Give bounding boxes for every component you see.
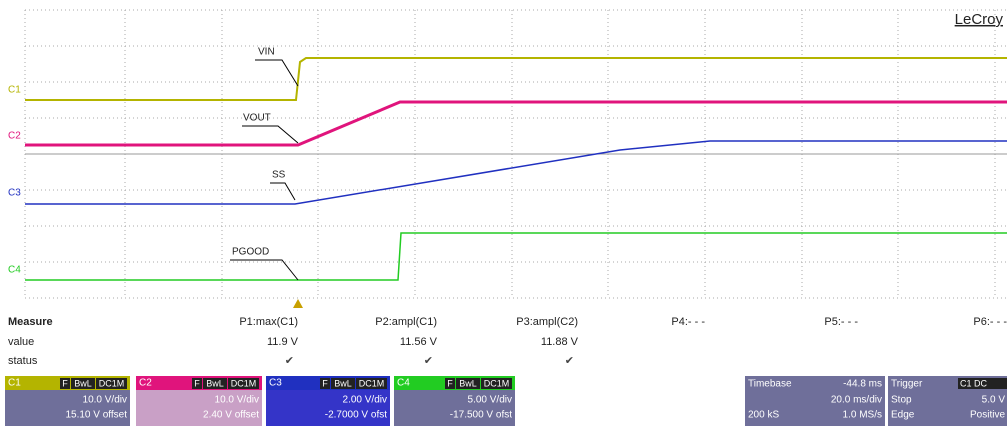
channel-box — [394, 390, 515, 426]
badge — [203, 378, 227, 389]
channel-boxes: C1 DC1M BwL F 10.0 V/div 15.10 V offset C2 DC1M… — [5, 376, 1007, 426]
badge-text: F — [62, 378, 68, 388]
badge — [481, 378, 512, 389]
badge — [60, 378, 70, 389]
badge — [320, 378, 330, 389]
timebase-scale: 20.0 ms/div — [831, 395, 882, 406]
badge — [445, 378, 455, 389]
param-name: P1:max(C1) — [239, 316, 298, 328]
trigger-source: C1 DC — [960, 378, 988, 388]
trace-c1 — [25, 57, 1007, 101]
channel-scale: 5.00 V/div — [468, 395, 512, 406]
badge-text: F — [194, 378, 200, 388]
param-name: P2:ampl(C1) — [375, 316, 437, 328]
trace-c2 — [25, 100, 1007, 147]
channel-offset: 15.10 V offset — [65, 410, 127, 421]
row-label: status — [8, 355, 38, 367]
trace-c3 — [25, 140, 1007, 205]
channel-name: C3 — [269, 378, 282, 389]
channel-offset: 2.40 V offset — [203, 410, 259, 421]
channel-label: C2 — [8, 131, 21, 142]
annotations — [230, 59, 299, 281]
param-name: P5:- - - — [824, 316, 858, 328]
badge-text: BwL — [74, 378, 92, 388]
badge-text: DC1M — [99, 378, 125, 388]
timebase-box — [745, 376, 885, 426]
param-status: ✔ — [285, 355, 294, 367]
param-name: P4:- - - — [671, 316, 705, 328]
channel-name: C4 — [397, 378, 410, 389]
param-value: 11.88 V — [541, 336, 579, 348]
channel-scale: 10.0 V/div — [215, 395, 259, 406]
trigger-mode: Stop — [891, 395, 912, 406]
badge-text: F — [447, 378, 453, 388]
badge — [456, 378, 480, 389]
channel-offset: -17.500 V ofst — [450, 410, 512, 421]
param-status: ✔ — [565, 355, 574, 367]
badge-text: BwL — [459, 378, 477, 388]
grid — [24, 9, 1007, 299]
channel-name: C2 — [139, 378, 152, 389]
badge-text: DC1M — [359, 378, 385, 388]
badge-text: DC1M — [231, 378, 257, 388]
badge — [96, 378, 127, 389]
trigger-slope: Positive — [970, 410, 1005, 421]
channel-name: C1 — [8, 378, 21, 389]
measure-title: Measure — [8, 316, 53, 328]
annotation: PGOOD — [232, 247, 269, 258]
param-name: P6:- - - — [973, 316, 1007, 328]
channel-label: C4 — [8, 265, 21, 276]
trigger-marker — [293, 299, 303, 308]
brand: LeCroy — [955, 11, 1004, 28]
channel-scale: 10.0 V/div — [83, 395, 127, 406]
trigger-level: 5.0 V — [982, 395, 1006, 406]
row-label: value — [8, 336, 34, 348]
trigger-type: Edge — [891, 410, 915, 421]
channel-label: C3 — [8, 188, 21, 199]
badge-text: BwL — [206, 378, 224, 388]
trigger-title: Trigger — [891, 379, 923, 390]
channel-label: C1 — [8, 85, 21, 96]
trigger-src-bg — [958, 378, 1007, 389]
param-value: 11.9 V — [267, 336, 299, 348]
channel-box — [266, 390, 390, 426]
param-value: 11.56 V — [400, 336, 438, 348]
badge — [331, 378, 355, 389]
trace-c4 — [25, 232, 1007, 281]
annotation: SS — [272, 170, 286, 181]
badge-text: F — [322, 378, 328, 388]
measure-table: P1:max(C1) 11.9 V ✔ P2:ampl(C1) 11.56 V ✔ P3:a… — [239, 316, 1007, 367]
badge — [192, 378, 202, 389]
timebase-rate: 1.0 MS/s — [843, 410, 882, 421]
badge — [228, 378, 259, 389]
channel-box — [5, 390, 130, 426]
param-name: P3:ampl(C2) — [516, 316, 578, 328]
badge-text: DC1M — [484, 378, 510, 388]
badge-text: BwL — [334, 378, 352, 388]
channel-offset: -2.7000 V ofst — [325, 410, 387, 421]
timebase-samples: 200 kS — [748, 410, 779, 421]
badge — [356, 378, 387, 389]
timebase-title: Timebase — [748, 379, 792, 390]
annotation: VOUT — [243, 113, 271, 124]
channel-box — [136, 390, 262, 426]
param-status: ✔ — [424, 355, 433, 367]
annotation: VIN — [258, 47, 275, 58]
timebase-delay: -44.8 ms — [843, 379, 882, 390]
badge — [71, 378, 95, 389]
channel-scale: 2.00 V/div — [343, 395, 387, 406]
